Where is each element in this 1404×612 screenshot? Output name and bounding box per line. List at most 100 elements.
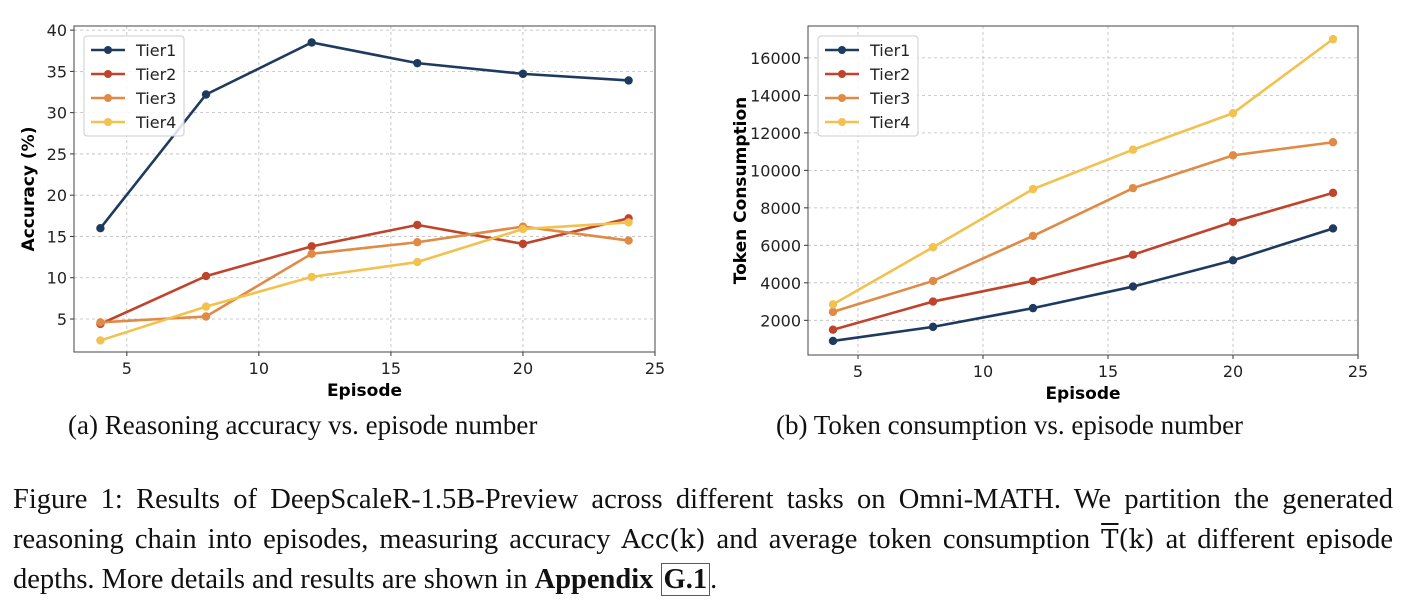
accuracy-chart: 5 10 15 20 25 5 10 15 20 25 30 35 40 Episode Accuracy … bbox=[19, 21, 665, 401]
x-tick-label: 5 bbox=[122, 359, 132, 378]
data-point bbox=[1128, 250, 1138, 259]
y-tick-label: 4000 bbox=[760, 274, 801, 293]
legend-marker bbox=[104, 94, 112, 102]
series-tier3 bbox=[828, 138, 1338, 317]
legend-marker bbox=[838, 70, 846, 78]
legend-marker bbox=[104, 46, 112, 54]
legend-label: Tier1 bbox=[869, 41, 910, 60]
legend-label: Tier3 bbox=[135, 89, 176, 108]
plot-frame bbox=[73, 25, 656, 353]
y-tick-label: 5 bbox=[57, 310, 67, 329]
data-point bbox=[518, 224, 528, 234]
data-point bbox=[1228, 256, 1238, 265]
data-point bbox=[201, 271, 211, 281]
series-line bbox=[100, 225, 629, 324]
data-point bbox=[624, 218, 633, 227]
data-point bbox=[413, 257, 422, 267]
x-tick-label: 5 bbox=[853, 362, 863, 381]
y-tick-label: 25 bbox=[47, 145, 67, 164]
figure-caption: Figure 1: Results of DeepScaleR-1.5B-Pre… bbox=[13, 480, 1393, 600]
data-point bbox=[624, 76, 633, 85]
y-tick-label: 6000 bbox=[760, 236, 801, 255]
data-point bbox=[1128, 145, 1138, 154]
data-point bbox=[928, 322, 938, 332]
caption-tbar-math: T(k) bbox=[1101, 525, 1154, 555]
data-point bbox=[624, 236, 633, 245]
series-line bbox=[832, 227, 1334, 343]
data-point bbox=[307, 249, 316, 258]
series-tier4 bbox=[96, 218, 633, 345]
x-tick-label: 25 bbox=[1348, 362, 1368, 381]
caption-text-1: Figure 1: Results of DeepScaleR-1.5B-Pre… bbox=[13, 484, 1393, 555]
caption-text-2: and average token consumption bbox=[705, 524, 1102, 555]
legend-label: Tier4 bbox=[869, 113, 910, 132]
x-tick-label: 20 bbox=[513, 359, 533, 378]
data-point bbox=[1228, 151, 1238, 160]
caption-tbar: T bbox=[1101, 525, 1119, 555]
series-line bbox=[99, 217, 629, 326]
series-tier4 bbox=[828, 34, 1338, 309]
x-tick-label: 15 bbox=[1098, 362, 1118, 381]
y-tick-label: 10 bbox=[47, 269, 67, 288]
series-line bbox=[832, 191, 1334, 331]
caption-text-3: at different episode depths. More detail… bbox=[13, 524, 1393, 595]
data-point bbox=[828, 300, 838, 309]
x-tick-label: 10 bbox=[249, 359, 269, 378]
legend-marker bbox=[838, 118, 846, 126]
data-point bbox=[1128, 183, 1138, 193]
series-tier1 bbox=[828, 224, 1338, 346]
data-point bbox=[1028, 276, 1038, 286]
token-consumption-chart: 5 10 15 20 25 2000 4000 6000 8000 10000 12000 14000… bbox=[731, 25, 1368, 404]
data-point bbox=[1328, 224, 1338, 233]
series-line bbox=[832, 38, 1334, 306]
appendix-link[interactable]: G.1 bbox=[660, 563, 711, 596]
y-tick-label: 14000 bbox=[750, 86, 801, 105]
legend-label: Tier2 bbox=[135, 65, 176, 84]
data-point bbox=[828, 336, 838, 346]
y-tick-label: 16000 bbox=[750, 49, 801, 68]
legend-marker bbox=[838, 46, 846, 54]
data-point bbox=[928, 243, 938, 252]
legend-marker bbox=[104, 70, 112, 78]
caption-period: . bbox=[710, 564, 718, 595]
plot-frame bbox=[807, 25, 1359, 356]
data-point bbox=[201, 90, 211, 99]
data-point bbox=[1328, 188, 1338, 198]
legend: Tier1 Tier2 Tier3 Tier4 bbox=[817, 35, 919, 137]
caption-acc-math: Acc(k) bbox=[621, 525, 706, 555]
data-point bbox=[201, 302, 211, 311]
legend-marker bbox=[838, 94, 846, 102]
legend-label: Tier4 bbox=[135, 113, 176, 132]
y-axis-label: Token Consumption bbox=[731, 97, 751, 285]
x-axis-label: Episode bbox=[327, 381, 402, 401]
legend: Tier1 Tier2 Tier3 Tier4 bbox=[83, 35, 185, 137]
legend-marker bbox=[104, 118, 112, 126]
series-line bbox=[832, 140, 1334, 314]
data-point bbox=[928, 276, 938, 286]
y-tick-label: 30 bbox=[47, 104, 67, 123]
series-tier1 bbox=[96, 38, 633, 233]
data-point bbox=[307, 272, 316, 282]
y-tick-label: 35 bbox=[47, 62, 67, 81]
data-point bbox=[96, 318, 105, 327]
legend-label: Tier2 bbox=[869, 65, 910, 84]
data-point bbox=[828, 307, 838, 317]
data-point bbox=[1328, 34, 1338, 44]
legend-box bbox=[83, 35, 185, 137]
data-point bbox=[1328, 138, 1338, 147]
y-tick-label: 12000 bbox=[750, 124, 801, 143]
data-point bbox=[828, 325, 838, 334]
data-point bbox=[201, 312, 211, 321]
data-point bbox=[1228, 217, 1238, 227]
data-point bbox=[1028, 184, 1038, 194]
series-line bbox=[100, 221, 629, 342]
subcaption-a: (a) Reasoning accuracy vs. episode numbe… bbox=[68, 410, 538, 440]
legend-label: Tier3 bbox=[869, 89, 910, 108]
series-line bbox=[99, 41, 629, 230]
subcaption-b: (b) Token consumption vs. episode number bbox=[776, 410, 1244, 440]
legend-label: Tier1 bbox=[135, 41, 176, 60]
x-tick-label: 20 bbox=[1223, 362, 1243, 381]
y-tick-label: 10000 bbox=[750, 161, 801, 180]
series-tier2 bbox=[96, 214, 633, 329]
y-axis-label: Accuracy (%) bbox=[19, 127, 39, 252]
